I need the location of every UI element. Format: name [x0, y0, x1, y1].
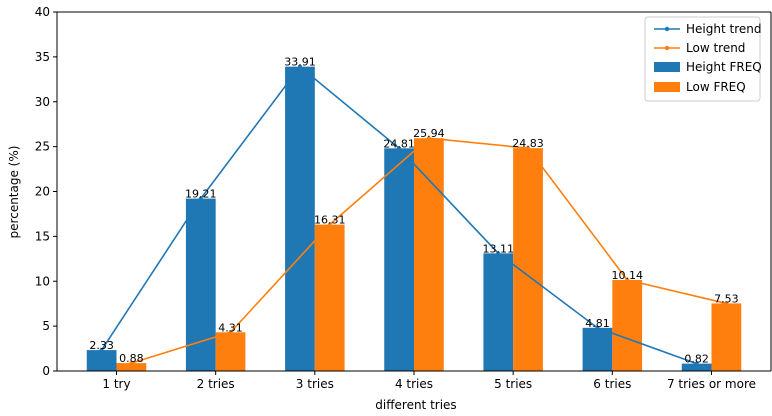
low-trend-point-5: [625, 277, 630, 282]
height-value-label-3: 24.81: [383, 137, 415, 150]
height-trend-point-3: [397, 146, 402, 151]
x-tick-label-1: 2 tries: [197, 377, 235, 391]
height-freq-bar-6: [681, 363, 712, 371]
height-trend-point-0: [99, 348, 104, 353]
y-axis-title: percentage (%): [7, 146, 21, 239]
legend-height-trend-marker-icon: [664, 26, 670, 32]
height-freq-bar-0: [86, 350, 117, 371]
legend-height-freq-swatch-icon: [654, 62, 680, 72]
legend-low-freq-swatch-icon: [654, 82, 680, 92]
low-freq-bar-1: [215, 332, 246, 371]
low-value-label-2: 16.31: [314, 214, 346, 227]
low-trend-point-1: [228, 330, 233, 335]
legend-height-trend-label: Height trend: [686, 22, 761, 36]
low-trend-point-2: [327, 222, 332, 227]
plot-area: 2.33 19.21 33.91 24.81 13.11 4.81 0.82 0.88 4.31…: [35, 5, 772, 391]
low-value-label-6: 7.53: [714, 292, 739, 305]
height-freq-bar-5: [582, 327, 613, 371]
height-value-label-2: 33.91: [284, 56, 316, 69]
x-tick-label-0: 1 try: [102, 377, 130, 391]
legend-low-trend-marker-icon: [664, 45, 670, 51]
low-trend-point-3: [426, 136, 431, 141]
low-freq-bar-6: [711, 303, 742, 371]
low-value-label-0: 0.88: [119, 352, 144, 365]
height-freq-bar-3: [384, 148, 414, 371]
legend-height-freq-label: Height FREQ: [686, 60, 762, 74]
y-tick-label-8: 40: [35, 5, 50, 19]
height-value-label-4: 13.11: [483, 242, 515, 255]
legend: Height trend Low trend Height FREQ Low F…: [644, 16, 762, 102]
low-freq-bar-3: [414, 138, 444, 371]
height-freq-bar-2: [285, 66, 315, 371]
low-freq-bar-4: [513, 148, 543, 371]
legend-low-freq-label: Low FREQ: [686, 80, 746, 94]
y-tick-label-5: 25: [35, 140, 50, 154]
y-tick-label-2: 10: [35, 274, 50, 288]
height-trend-point-1: [198, 196, 203, 201]
x-tick-label-2: 3 tries: [296, 377, 334, 391]
y-tick-label-0: 0: [42, 364, 50, 378]
x-tick-label-3: 4 tries: [395, 377, 433, 391]
height-trend-point-2: [297, 64, 302, 69]
height-value-label-6: 0.82: [684, 353, 709, 366]
x-tick-label-5: 6 tries: [593, 377, 631, 391]
low-trend-point-4: [526, 146, 531, 151]
low-value-label-5: 10.14: [611, 269, 643, 282]
y-tick-label-7: 35: [35, 50, 50, 64]
x-axis-title: different tries: [375, 398, 456, 412]
low-value-label-4: 24.83: [512, 137, 544, 150]
low-trend-point-0: [129, 361, 134, 366]
y-tick-label-3: 15: [35, 229, 50, 243]
x-tick-label-6: 7 tries or more: [667, 377, 756, 391]
height-trend-point-6: [694, 361, 699, 366]
low-freq-bar-0: [116, 363, 147, 371]
height-trend-point-4: [496, 251, 501, 256]
y-tick-label-1: 5: [42, 319, 50, 333]
low-freq-bar-2: [314, 224, 345, 371]
x-tick-label-4: 5 tries: [494, 377, 532, 391]
height-value-label-5: 4.81: [585, 317, 610, 330]
y-tick-label-4: 20: [35, 185, 50, 199]
height-trend-point-5: [595, 325, 600, 330]
low-value-label-1: 4.31: [218, 321, 243, 334]
y-tick-label-6: 30: [35, 95, 50, 109]
low-value-label-3: 25.94: [413, 127, 445, 140]
low-freq-bar-5: [612, 279, 643, 371]
legend-low-trend-label: Low trend: [686, 41, 745, 55]
height-freq-bar-4: [483, 253, 514, 371]
height-value-label-1: 19.21: [185, 188, 217, 201]
legend-frame: [644, 16, 761, 102]
low-trend-point-6: [724, 301, 729, 306]
height-value-label-0: 2.33: [89, 339, 114, 352]
